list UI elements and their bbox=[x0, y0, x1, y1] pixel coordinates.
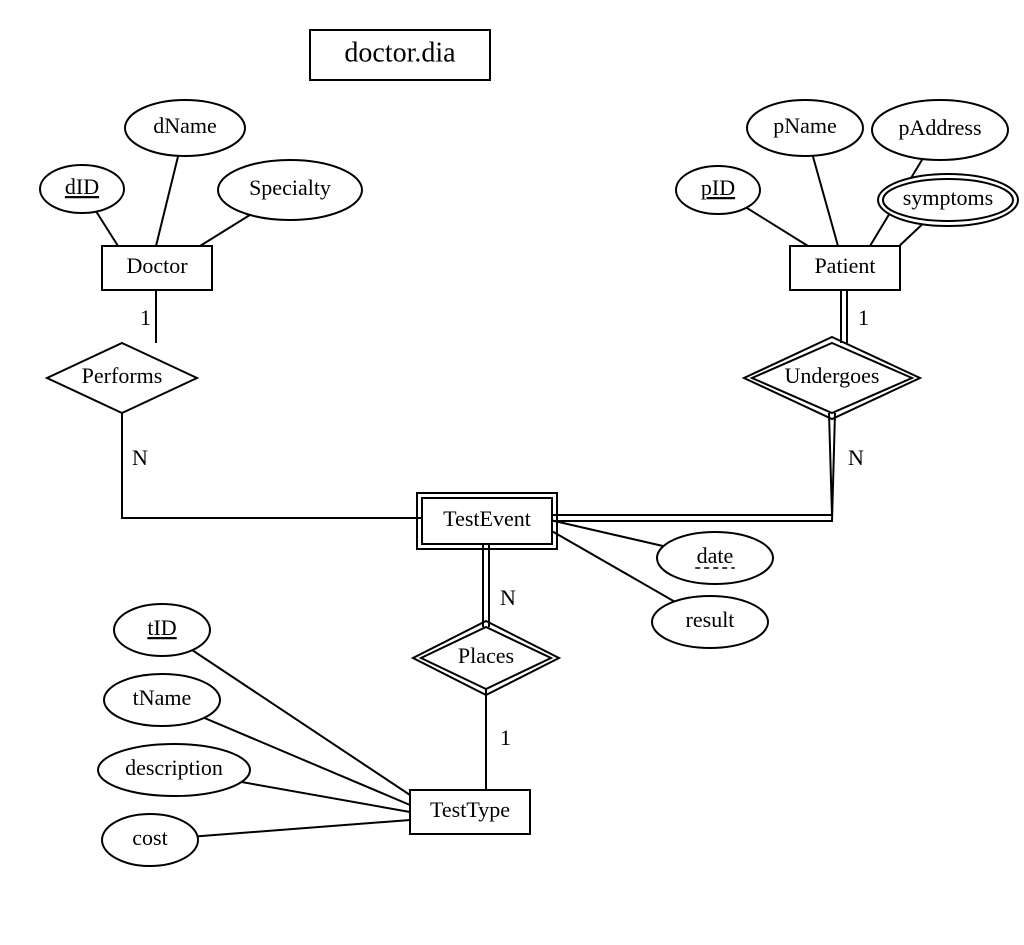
attribute-label: pName bbox=[773, 113, 837, 138]
attribute-label: description bbox=[125, 755, 223, 780]
cardinality-label: N bbox=[132, 445, 148, 470]
attribute-label: dName bbox=[153, 113, 217, 138]
attribute-label: result bbox=[686, 607, 735, 632]
edge-1 bbox=[122, 413, 424, 518]
edge-3 bbox=[550, 413, 835, 521]
attribute-label: date bbox=[697, 543, 734, 568]
cardinality-label: 1 bbox=[858, 305, 869, 330]
relationship-label: Places bbox=[458, 643, 514, 668]
er-diagram: 1 N 1 N N 1 doctor.dia Doctor Patient TestEvent Te… bbox=[0, 0, 1024, 940]
attribute-label: tID bbox=[147, 615, 176, 640]
cardinality-label: N bbox=[848, 445, 864, 470]
cardinality-label: 1 bbox=[140, 305, 151, 330]
edge-4 bbox=[483, 542, 489, 627]
relationship-label: Performs bbox=[82, 363, 163, 388]
cardinality-label: N bbox=[500, 585, 516, 610]
entity-label: TestType bbox=[430, 797, 510, 822]
entity-label: Patient bbox=[814, 253, 875, 278]
entity-label: Doctor bbox=[126, 253, 188, 278]
entity-label: TestEvent bbox=[443, 506, 531, 531]
relationship-label: Undergoes bbox=[785, 363, 880, 388]
attribute-label: symptoms bbox=[903, 185, 993, 210]
attribute-label: pAddress bbox=[898, 115, 981, 140]
attribute-label: dID bbox=[65, 174, 99, 199]
edge-2 bbox=[841, 290, 847, 343]
attribute-label: tName bbox=[133, 685, 192, 710]
title-text: doctor.dia bbox=[344, 37, 456, 68]
attribute-label: pID bbox=[701, 175, 735, 200]
attribute-label: Specialty bbox=[249, 175, 331, 200]
cardinality-label: 1 bbox=[500, 725, 511, 750]
attribute-label: cost bbox=[132, 825, 167, 850]
